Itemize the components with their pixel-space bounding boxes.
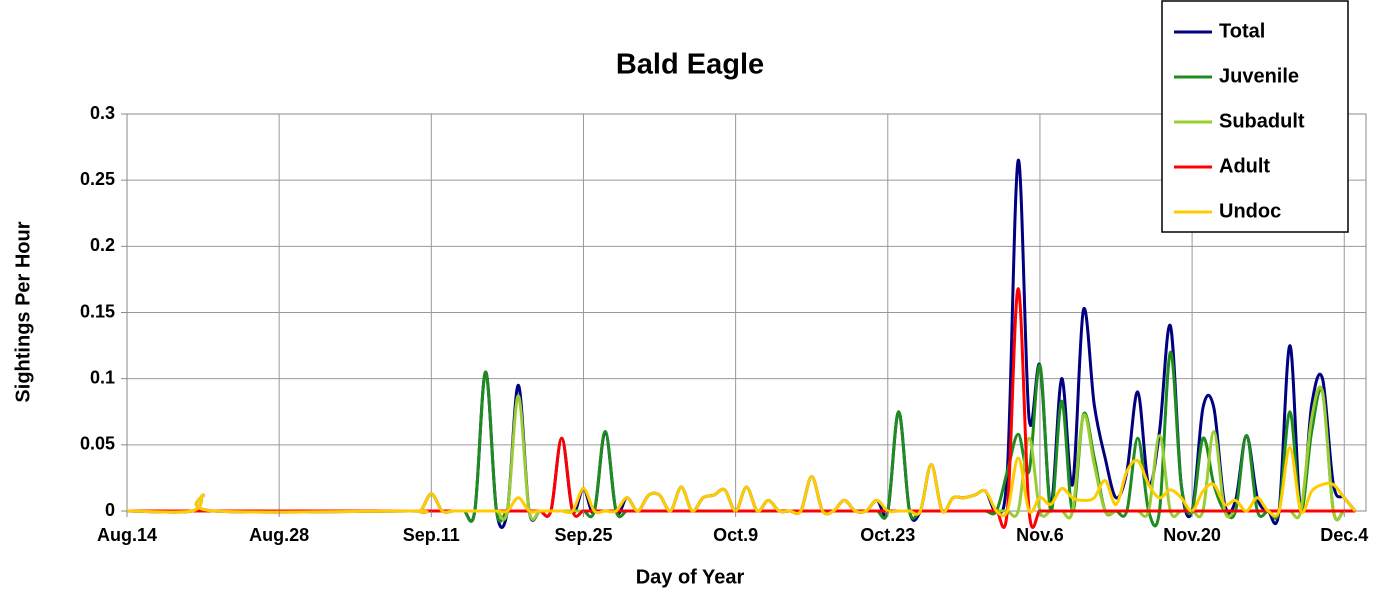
legend-label: Subadult [1219, 110, 1305, 132]
legend-label: Juvenile [1219, 65, 1299, 87]
y-tick-label: 0 [105, 500, 115, 520]
x-tick-label: Oct.9 [713, 525, 758, 545]
x-axis-title: Day of Year [636, 566, 745, 588]
axes: 0 0.05 0.1 0.15 0.2 0.25 0.3 Aug.14 Aug.28 Sep.11… [80, 103, 1368, 545]
legend-label: Adult [1219, 155, 1270, 177]
legend-box [1161, 0, 1349, 233]
y-tick-label: 0.25 [80, 169, 115, 189]
x-tick-label: Aug.14 [97, 525, 157, 545]
y-tick-label: 0.2 [90, 235, 115, 255]
series-line [126, 445, 1357, 518]
chart-title: Bald Eagle [616, 49, 764, 81]
y-tick-label: 0.1 [90, 367, 115, 387]
legend-label: Undoc [1219, 200, 1281, 222]
x-tick-label: Oct.23 [860, 525, 915, 545]
grid [126, 113, 1366, 512]
legend-label: Total [1219, 20, 1265, 42]
lines [126, 158, 1357, 530]
y-tick-label: 0.3 [90, 103, 115, 123]
x-tick-label: Nov.20 [1163, 525, 1221, 545]
x-tick-label: Dec.4 [1320, 525, 1368, 545]
y-tick-label: 0.05 [80, 434, 115, 454]
x-tick-label: Sep.25 [554, 525, 612, 545]
x-tick-label: Sep.11 [403, 525, 460, 545]
y-axis-title: Sightings Per Hour [12, 221, 34, 402]
x-tick-label: Nov.6 [1016, 525, 1064, 545]
legend: Total Juvenile Subadult Adult Undoc [1174, 20, 1305, 222]
x-tick-label: Aug.28 [249, 525, 309, 545]
y-tick-label: 0.15 [80, 301, 115, 321]
